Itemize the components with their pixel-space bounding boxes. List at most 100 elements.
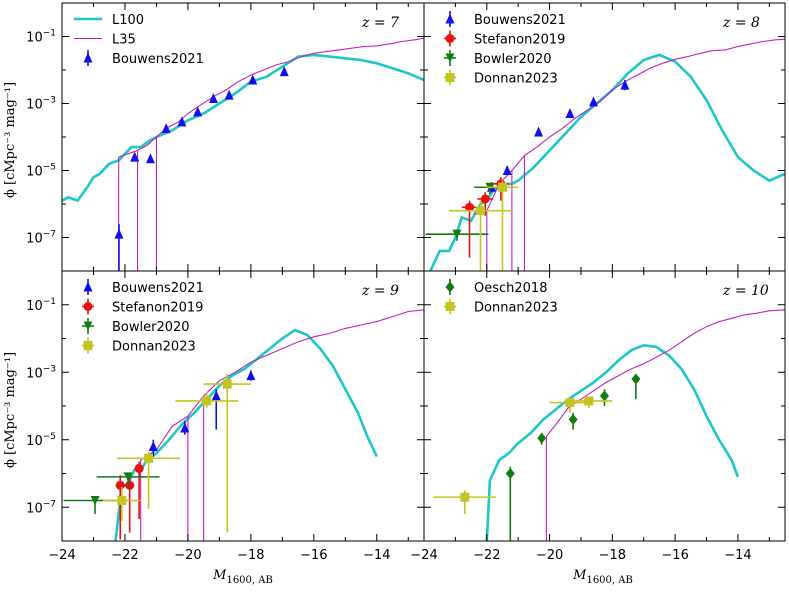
panel-top-left-series-bouwens2021-point [248,74,258,85]
panel-top-right-series-bouwens2021-marker [620,79,630,90]
panel-top-right-legend-marker [445,13,455,24]
panel-bottom-left-legend-marker [83,281,93,292]
panel-bottom-left-series-donnan2023-marker [144,453,154,463]
panel-top-left-ytick-label: 10−1 [26,29,56,46]
panel-bottom-left-z-label: z = 9 [361,283,399,299]
panel-top-left-series-bouwens2021-marker [208,92,218,103]
panel-bottom-right-series-oesch2018-marker [600,390,609,402]
panel-bottom-left-series-bowler2020-point [96,472,160,487]
panel-top-right-series-stefanon2019-point [477,192,494,216]
panel-bottom-right-legend-label: Oesch2018 [474,281,547,296]
xlabel-right-sub: 1600, AB [586,575,632,586]
panel-bottom-right-series-donnan2023-marker [565,398,575,408]
panel-bottom-left-series-stefanon2019-marker [134,463,144,473]
panel-top-left-series-bouwens2021-marker [279,66,289,77]
panel-bottom-left-xtick-label: −16 [300,548,327,563]
panel-top-right-legend-item-bouwens2021: Bouwens2021 [445,11,566,28]
ylabel-top: ϕ [cMpc⁻³ mag⁻¹] [3,82,18,198]
panel-bottom-left-legend-item-bowler2020: Bowler2020 [82,318,190,335]
panel-top-left-legend-label: L35 [112,33,136,48]
panel-top-right-series-donnan2023-point [449,200,512,271]
panel-bottom-right-z-label: z = 10 [722,283,769,299]
ylabel-bottom-text: ϕ [cMpc⁻³ mag⁻¹] [3,352,18,468]
panel-bottom-left-legend-marker [83,341,93,350]
panel-bottom-left-legend-label: Stefanon2019 [112,301,203,316]
panel-bottom-left-series-l35 [140,309,424,461]
panel-bottom-right-xtick-label: −16 [661,548,688,563]
panel-top-right: z = 8 Bouwens2021 Stefanon2019 Bowler2020 Do… [423,2,786,272]
panel-bottom-left-series-stefanon2019-marker [115,480,125,490]
panel-bottom-right-series-oesch2018-point [631,373,641,400]
panel-bottom-right-series-l35 [545,309,785,437]
panel-top-right-series-l100 [429,53,785,271]
panel-bottom-left-series-bouwens2021-marker [180,422,190,433]
panel-top-left-series-l35 [118,37,424,158]
panel-bottom-left-legend-item-donnan2023: Donnan2023 [82,337,196,355]
panel-bottom-right-series-oesch2018-point [600,389,609,406]
panel-bottom-right-xtick-label: −14 [724,548,751,563]
panel-top-left-ytick-label: 10−7 [26,230,56,247]
panel-bottom-left-series-donnan2023-point [175,392,239,408]
panel-bottom-left-legend-item-bouwens2021: Bouwens2021 [83,279,204,296]
panel-top-left-series-bouwens2021-point [208,92,218,103]
panel-top-right-series-bouwens2021-marker [565,108,575,119]
panel-top-left-legend-item-l35: L35 [74,33,136,48]
panel-top-left-series-bouwens2021-marker [114,228,124,239]
panel-bottom-left-legend-marker [83,302,93,311]
panel-bottom-right-series-oesch2018-point [568,412,578,430]
panel-top-right-series-stefanon2019-point [461,200,478,258]
panel-top-left-legend-item-bouwens2021: Bouwens2021 [83,50,204,67]
panel-top-right-legend-item-donnan2023: Donnan2023 [444,69,558,87]
panel-top-left-series-bouwens2021-marker [193,106,203,117]
panel-bottom-right-series-oesch2018-marker [505,468,515,479]
panel-bottom-right-series-oesch2018-point [505,466,515,541]
panel-top-left-legend-item-l100: L100 [74,13,144,28]
panel-bottom-right: −24 −22 −20 −18 −16 −14 z = 10 Oesch2018 Donnan2… [410,270,786,563]
panel-top-right-series-bouwens2021-point [534,126,544,137]
panel-bottom-right-xtick-label: −18 [599,548,626,563]
panel-top-right-series-bouwens2021-point [620,79,630,91]
panel-top-right-legend-label: Bowler2020 [474,52,552,67]
panel-bottom-left-series-bouwens2021-marker [148,441,158,451]
panel-bottom-left-series-donnan2023-marker [117,496,127,505]
panel-bottom-left-xtick-label: −20 [174,548,201,563]
xlabel-left-m: M [212,568,227,583]
panel-bottom-right-legend-label: Donnan2023 [474,301,558,316]
panel-bottom-left-series-stefanon2019-marker [125,480,135,490]
panel-bottom-left: −24 −22 −20 −18 −16 −14 10−1 10−3 10−5 10−7 z = 9 B… [26,270,425,563]
panel-bottom-right-series-oesch2018-marker [631,373,641,385]
panel-top-right-series-stefanon2019-marker [465,202,475,212]
panel-bottom-left-series-bouwens2021-point [246,370,256,381]
panel-bottom-right-series-donnan2023-point [565,396,613,408]
panel-bottom-left-series-donnan2023-marker [222,379,232,389]
panel-bottom-left-ytick-label: 10−1 [26,297,56,314]
xlabel-right: M1600, AB [572,568,633,586]
panel-bottom-left-series-bouwens2021-marker [211,390,221,401]
panel-top-right-legend-item-bowler2020: Bowler2020 [444,50,552,67]
panel-top-left-series-bouwens2021-point [145,153,155,164]
panel-top-right-series-stefanon2019-marker [480,194,490,204]
panel-top-left-series-bouwens2021-marker [130,151,140,162]
panel-bottom-left-plot [63,309,424,541]
panel-bottom-right-series-l100 [485,343,740,541]
panel-bottom-right-series-donnan2023-point [433,490,497,514]
panel-bottom-right-series-oesch2018-marker [537,432,547,444]
panel-bottom-left-series-stefanon2019-point [124,475,135,533]
panel-bottom-left-legend-marker [83,321,93,331]
panel-bottom-right-legend-item-donnan2023: Donnan2023 [444,298,558,316]
ylabel-bottom: ϕ [cMpc⁻³ mag⁻¹] [3,352,18,468]
panel-bottom-right-series-oesch2018-point [537,432,547,445]
panel-top-right-legend-item-stefanon2019: Stefanon2019 [444,30,565,48]
panel-bottom-right-legend-marker [445,281,455,293]
panel-bottom-left-series-bouwens2021-marker [246,370,256,381]
panel-bottom-left-series-bouwens2021-point [211,389,221,430]
panel-bottom-right-legend-marker [445,302,455,311]
panel-top-right-legend-marker [445,34,455,43]
panel-bottom-left-series-l100 [114,328,378,541]
panel-bottom-left-legend-label: Donnan2023 [112,340,196,355]
panel-bottom-left-xtick-label: −14 [363,548,390,563]
panel-top-right-plot [425,38,785,271]
panel-bottom-right-xtick-label: −20 [536,548,563,563]
panel-bottom-right-series-donnan2023-marker [460,492,470,502]
panel-top-right-z-label: z = 8 [722,15,760,31]
